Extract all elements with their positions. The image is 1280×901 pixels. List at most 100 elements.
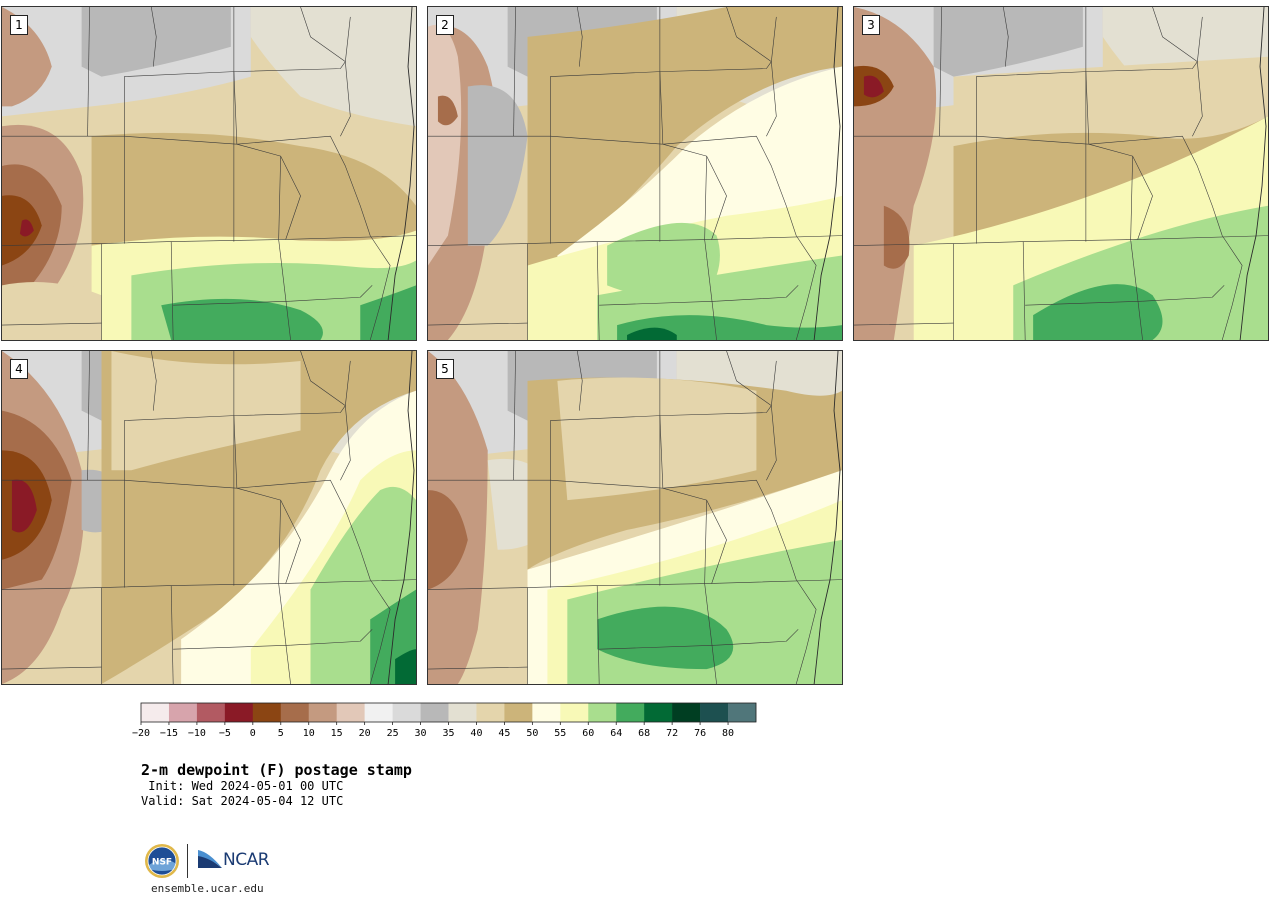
colorbar-swatch (588, 703, 617, 722)
dewpoint-field (11, 479, 37, 533)
logo-bar: NSF NCAR (144, 842, 284, 882)
state-boundary-line (173, 300, 291, 306)
state-boundary-line (550, 479, 663, 489)
dewpoint-field (111, 351, 301, 471)
stamp-panel-2[interactable]: 2 (427, 6, 843, 341)
nsf-logo-text: NSF (152, 858, 172, 868)
state-boundary-line (428, 235, 842, 246)
state-boundary-line (726, 351, 772, 406)
dewpoint-field (250, 7, 416, 127)
dewpoint-map-1 (2, 7, 416, 340)
state-boundary-line (1152, 7, 1198, 62)
dewpoint-field (527, 7, 842, 266)
state-boundary-line (766, 61, 777, 137)
state-boundary-line (173, 644, 291, 650)
state-boundary-line (716, 285, 799, 302)
state-boundary-line (662, 135, 797, 236)
state-boundary-line (236, 135, 371, 236)
state-boundary-line (150, 7, 157, 67)
dewpoint-field (933, 7, 1083, 77)
dewpoint-field (863, 75, 884, 98)
colorbar-tick-label: 10 (303, 728, 315, 739)
state-boundary-line (1088, 135, 1223, 236)
stamp-number-3: 3 (862, 15, 880, 35)
state-boundary-line (513, 351, 516, 481)
dewpoint-field (1033, 284, 1163, 340)
state-boundary-line (854, 235, 1268, 246)
state-boundary-line (576, 7, 583, 67)
dewpoint-field (467, 85, 528, 246)
state-boundary-line (1142, 285, 1225, 302)
state-boundary-line (599, 300, 717, 306)
colorbar-swatch (728, 703, 757, 722)
stamp-panel-5[interactable]: 5 (427, 350, 843, 685)
stamp-panel-4[interactable]: 4 (1, 350, 417, 685)
state-boundary-line (278, 583, 291, 684)
dewpoint-field (953, 116, 1268, 246)
colorbar-tick-label: 68 (638, 728, 650, 739)
state-boundary-line (87, 351, 90, 481)
colorbar-swatch (700, 703, 729, 722)
dewpoint-field (883, 205, 910, 269)
dewpoint-field (19, 219, 34, 237)
stamp-panel-3[interactable]: 3 (853, 6, 1269, 341)
colorbar-tick-label: 5 (278, 728, 284, 739)
colorbar-swatch (364, 703, 393, 722)
colorbar-swatch (196, 703, 226, 722)
colorbar-swatch (141, 703, 170, 722)
dewpoint-colorbar: −20 −15 −10 −5 0 5 10 15 20 25 30 35 40 45 50 55 60 64 68 7… (132, 702, 757, 739)
colorbar-swatch (280, 703, 310, 722)
state-boundary-line (704, 239, 717, 340)
dewpoint-field (428, 490, 468, 590)
state-boundary-line (1192, 61, 1203, 137)
colorbar-swatch (392, 703, 421, 722)
state-boundary-line (236, 479, 371, 580)
colorbar-tick-label: 45 (498, 728, 510, 739)
state-boundary-line (369, 579, 391, 684)
state-boundary-line (766, 405, 777, 481)
colorbar-tick-label: 80 (722, 728, 734, 739)
dewpoint-field (557, 377, 757, 501)
state-boundary-line (1130, 239, 1143, 340)
state-boundary-line (2, 322, 102, 326)
state-boundary-line (1002, 7, 1009, 67)
state-boundary-line (280, 155, 301, 240)
colorbar-swatch (560, 703, 589, 722)
colorbar-swatch (672, 703, 701, 722)
state-boundary-line (300, 351, 346, 406)
colorbar-tick-label: 55 (554, 728, 566, 739)
colorbar-tick-label: −5 (219, 728, 231, 739)
state-boundary-line (704, 583, 717, 684)
state-boundary-line (300, 7, 346, 62)
state-boundary-line (280, 499, 301, 584)
state-boundary-line (1221, 235, 1243, 340)
stamp-panel-1[interactable]: 1 (1, 6, 417, 341)
init-time: Init: Wed 2024-05-01 00 UTC (141, 779, 344, 793)
state-boundary-line (576, 351, 583, 411)
ncar-swoosh-icon (198, 850, 222, 868)
dewpoint-field (597, 606, 734, 670)
colorbar-tick-label: 0 (250, 728, 256, 739)
product-title: 2-m dewpoint (F) postage stamp (141, 761, 412, 779)
colorbar-tick-label: −10 (188, 728, 206, 739)
colorbar-tick-label: 20 (359, 728, 371, 739)
colorbar-swatch (532, 703, 561, 722)
colorbar-tick-label: 50 (526, 728, 538, 739)
colorbar-tick-label: 60 (582, 728, 594, 739)
dewpoint-field (437, 95, 458, 126)
state-boundary-line (2, 666, 102, 670)
state-boundary-line (854, 322, 954, 326)
colorbar-swatch (448, 703, 477, 722)
state-boundary-line (87, 7, 90, 137)
river-line (1239, 7, 1267, 340)
state-boundary-line (124, 479, 237, 489)
site-url[interactable]: ensemble.ucar.edu (151, 882, 264, 895)
colorbar-swatch (420, 703, 449, 722)
dewpoint-field (91, 132, 416, 266)
state-boundary-line (662, 479, 797, 580)
stamp-number-2: 2 (436, 15, 454, 35)
dewpoint-field (81, 7, 231, 77)
state-boundary-line (170, 241, 174, 340)
stamp-number-4: 4 (10, 359, 28, 379)
colorbar-swatch (504, 703, 533, 722)
